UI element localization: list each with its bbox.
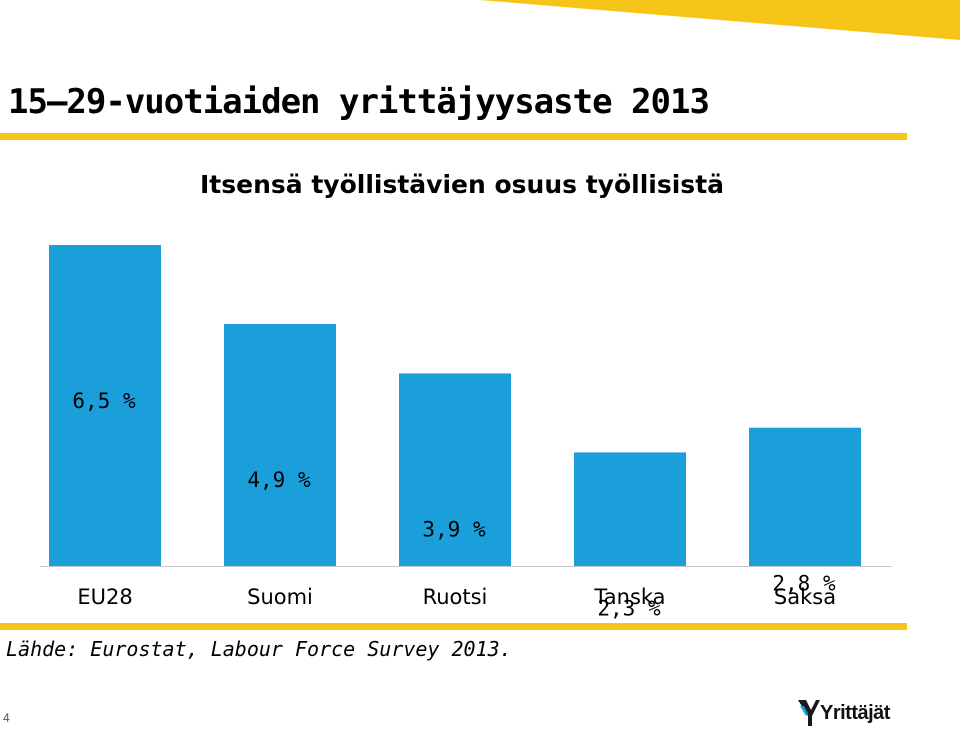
bar-suomi: [224, 324, 336, 566]
yrittajat-logo: Yrittäjät: [798, 696, 916, 730]
top-accent-stripe: [480, 0, 960, 40]
logo-icon: [798, 700, 820, 726]
category-label: Ruotsi: [423, 585, 488, 609]
value-label: 2,8 %: [772, 572, 836, 596]
bar-eu28: [49, 245, 161, 566]
bar-ruotsi: [399, 373, 511, 566]
source-note: Lähde: Eurostat, Labour Force Survey 201…: [6, 637, 512, 661]
value-label: 6,5 %: [72, 389, 136, 413]
category-label: Tanska: [593, 585, 665, 609]
page-number: 4: [3, 711, 10, 725]
chart-title: Itsensä työllistävien osuus työllisistä: [200, 170, 725, 199]
category-label: Saksa: [774, 585, 836, 609]
category-label: Suomi: [247, 585, 313, 609]
chart-divider: [0, 623, 907, 630]
bar-chart: 6,5 % EU28 4,9 % Suomi 3,9 % Ruotsi 2,3 %Tansk…: [40, 245, 892, 620]
page-title: 15–29-vuotiaiden yrittäjyysaste 2013: [8, 82, 710, 122]
value-label: 3,9 %: [422, 517, 486, 541]
value-label: 2,3 %: [597, 596, 661, 620]
title-divider: [0, 133, 907, 140]
bar-tanska: [574, 452, 686, 566]
bar-saksa: [749, 427, 861, 566]
category-label: EU28: [77, 585, 132, 609]
value-label: 4,9 %: [247, 468, 311, 492]
logo-text: Yrittäjät: [820, 702, 890, 724]
